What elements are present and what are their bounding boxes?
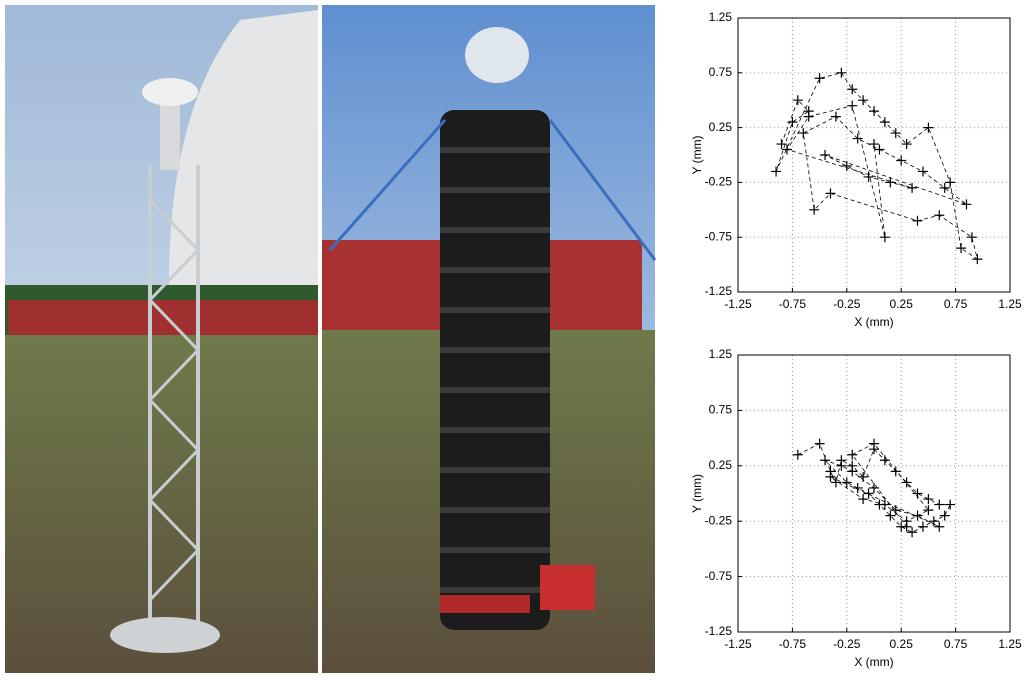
x-tick-label: 0.25	[890, 297, 914, 311]
y-tick-label: -1.25	[705, 624, 733, 638]
y-tick-label: 0.25	[709, 120, 733, 134]
y-tick-label: -0.75	[705, 569, 733, 583]
y-axis-label: Y (mm)	[690, 474, 704, 513]
y-tick-label: -0.75	[705, 229, 733, 243]
x-tick-label: -1.25	[724, 637, 752, 651]
y-tick-label: -0.25	[705, 513, 733, 527]
photo-antenna-monument	[322, 5, 655, 673]
x-tick-label: -1.25	[724, 297, 752, 311]
y-tick-label: 0.75	[709, 403, 733, 417]
figure: -1.25 -0.75 -0.25 0.25 0.75 1.25 -1.25 -0.75 -0.…	[0, 0, 1026, 678]
x-tick-label: -0.75	[779, 297, 807, 311]
y-tick-label: 1.25	[709, 10, 733, 24]
x-tick-label: 1.25	[998, 297, 1022, 311]
x-tick-label: 0.25	[890, 637, 914, 651]
y-tick-label: -0.25	[705, 175, 733, 189]
photo-tower	[5, 5, 318, 673]
x-tick-label: 0.75	[944, 297, 968, 311]
x-tick-label: -0.25	[833, 637, 861, 651]
y-tick-label: -1.25	[705, 284, 733, 298]
x-tick-label: -0.25	[833, 297, 861, 311]
x-axis-label: X (mm)	[854, 315, 893, 329]
x-axis-label: X (mm)	[854, 655, 893, 669]
y-tick-label: 0.25	[709, 458, 733, 472]
page: -1.25 -0.75 -0.25 0.25 0.75 1.25 -1.25 -0.75 -0.…	[0, 0, 1026, 683]
y-tick-label: 0.75	[709, 65, 733, 79]
x-tick-label: 0.75	[944, 637, 968, 651]
plot-area	[738, 355, 1010, 632]
y-axis-label: Y (mm)	[690, 135, 704, 174]
y-tick-label: 1.25	[709, 347, 733, 361]
plot-area	[738, 18, 1010, 292]
x-tick-label: -0.75	[779, 637, 807, 651]
x-tick-label: 1.25	[998, 637, 1022, 651]
